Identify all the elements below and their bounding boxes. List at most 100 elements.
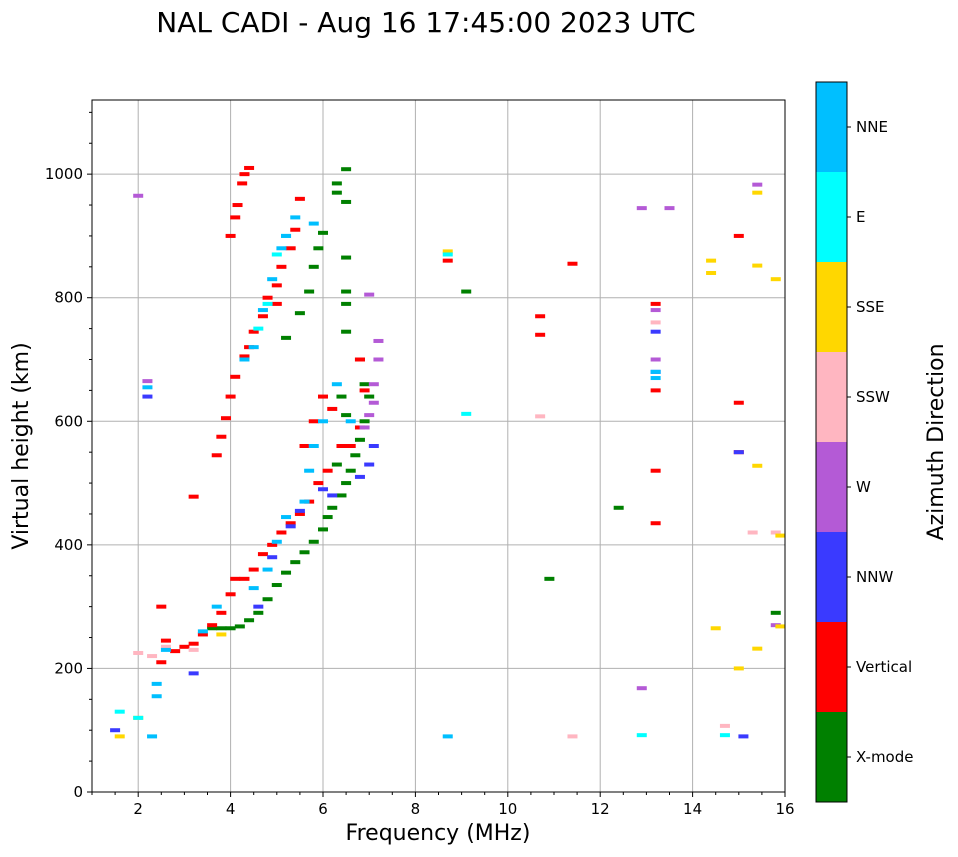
data-point bbox=[331, 462, 342, 467]
data-point bbox=[341, 199, 352, 204]
colorbar-segment bbox=[816, 172, 847, 262]
data-point bbox=[733, 666, 744, 671]
data-point bbox=[706, 271, 717, 275]
colorbar-segment bbox=[816, 82, 847, 172]
data-point bbox=[308, 221, 319, 226]
data-point bbox=[216, 434, 227, 439]
data-point bbox=[318, 527, 328, 532]
data-point bbox=[354, 474, 365, 479]
data-point bbox=[147, 654, 158, 659]
data-point bbox=[354, 357, 365, 362]
data-point bbox=[230, 374, 241, 379]
data-point bbox=[276, 530, 287, 535]
data-point bbox=[664, 206, 675, 211]
colorbar-tick-label: E bbox=[856, 208, 865, 226]
y-axis-ticks: 0 200 400 600 800 1000 bbox=[45, 111, 92, 801]
data-point bbox=[299, 499, 310, 504]
data-point bbox=[253, 610, 264, 615]
colorbar-frame bbox=[815, 81, 848, 803]
data-point bbox=[719, 723, 730, 728]
chart-title: NAL CADI - Aug 16 17:45:00 2023 UTC bbox=[156, 6, 695, 39]
data-point bbox=[188, 641, 199, 646]
data-point bbox=[318, 487, 328, 492]
data-point bbox=[331, 382, 342, 387]
data-point bbox=[706, 258, 717, 263]
data-point bbox=[257, 308, 268, 313]
data-point bbox=[160, 647, 171, 652]
data-point bbox=[350, 453, 361, 458]
data-point bbox=[650, 376, 661, 381]
data-point bbox=[650, 308, 661, 313]
data-point bbox=[770, 610, 781, 615]
y-tick-label: 800 bbox=[54, 289, 83, 307]
data-point bbox=[142, 385, 153, 390]
data-point bbox=[636, 206, 647, 211]
colorbar-segment bbox=[816, 532, 847, 622]
data-point bbox=[225, 233, 236, 238]
data-point bbox=[308, 264, 319, 269]
data-point bbox=[364, 394, 375, 399]
data-point bbox=[216, 626, 227, 631]
y-tick-label: 400 bbox=[54, 536, 83, 554]
colorbar-tick-label: Vertical bbox=[856, 658, 912, 676]
data-point bbox=[244, 165, 255, 170]
x-tick-label: 8 bbox=[411, 800, 421, 818]
data-point bbox=[636, 733, 647, 738]
data-point bbox=[281, 570, 292, 575]
data-point bbox=[535, 414, 546, 419]
data-point bbox=[341, 255, 352, 260]
data-point bbox=[567, 261, 578, 266]
data-point bbox=[308, 539, 319, 544]
data-point bbox=[733, 233, 744, 238]
data-point bbox=[752, 190, 763, 195]
data-point bbox=[341, 289, 352, 294]
data-point bbox=[114, 734, 125, 739]
data-point bbox=[313, 246, 324, 251]
data-point bbox=[345, 444, 356, 448]
data-point bbox=[318, 419, 328, 424]
data-point bbox=[179, 644, 190, 649]
data-point bbox=[230, 215, 241, 220]
data-point bbox=[294, 511, 305, 516]
data-point bbox=[133, 193, 144, 198]
data-point bbox=[345, 468, 356, 473]
data-point bbox=[114, 709, 125, 714]
data-point bbox=[535, 314, 546, 319]
data-point bbox=[327, 406, 338, 411]
data-point bbox=[775, 533, 786, 538]
data-point bbox=[262, 597, 273, 602]
data-point bbox=[299, 550, 310, 555]
data-point bbox=[239, 576, 250, 581]
data-point bbox=[747, 530, 758, 535]
colorbar-tick-label: X-mode bbox=[856, 748, 913, 766]
x-tick-label: 16 bbox=[775, 800, 794, 818]
data-point bbox=[253, 604, 264, 609]
data-point bbox=[197, 632, 208, 637]
y-tick-label: 0 bbox=[73, 783, 83, 801]
data-point bbox=[359, 388, 370, 393]
colorbar-segment bbox=[816, 442, 847, 532]
data-point bbox=[341, 301, 352, 306]
data-point bbox=[304, 468, 315, 473]
data-point bbox=[364, 292, 375, 297]
data-point bbox=[650, 468, 661, 473]
data-point bbox=[336, 394, 347, 399]
colorbar-label: Azimuth Direction bbox=[924, 343, 949, 540]
data-point bbox=[327, 493, 338, 498]
data-point bbox=[170, 649, 181, 654]
y-tick-label: 200 bbox=[54, 659, 83, 677]
colorbar: X-mode Vertical NNW W SSW SSE E NNE bbox=[816, 82, 913, 802]
colorbar-segment bbox=[816, 712, 847, 802]
x-tick-label: 6 bbox=[318, 800, 328, 818]
data-point bbox=[207, 623, 218, 628]
data-point bbox=[160, 644, 171, 649]
data-point bbox=[147, 734, 158, 739]
data-point bbox=[276, 264, 287, 269]
data-point bbox=[216, 610, 227, 615]
data-point bbox=[290, 560, 301, 565]
data-point bbox=[345, 419, 356, 424]
data-point bbox=[327, 505, 338, 510]
data-point bbox=[294, 508, 305, 513]
data-point bbox=[313, 481, 324, 486]
